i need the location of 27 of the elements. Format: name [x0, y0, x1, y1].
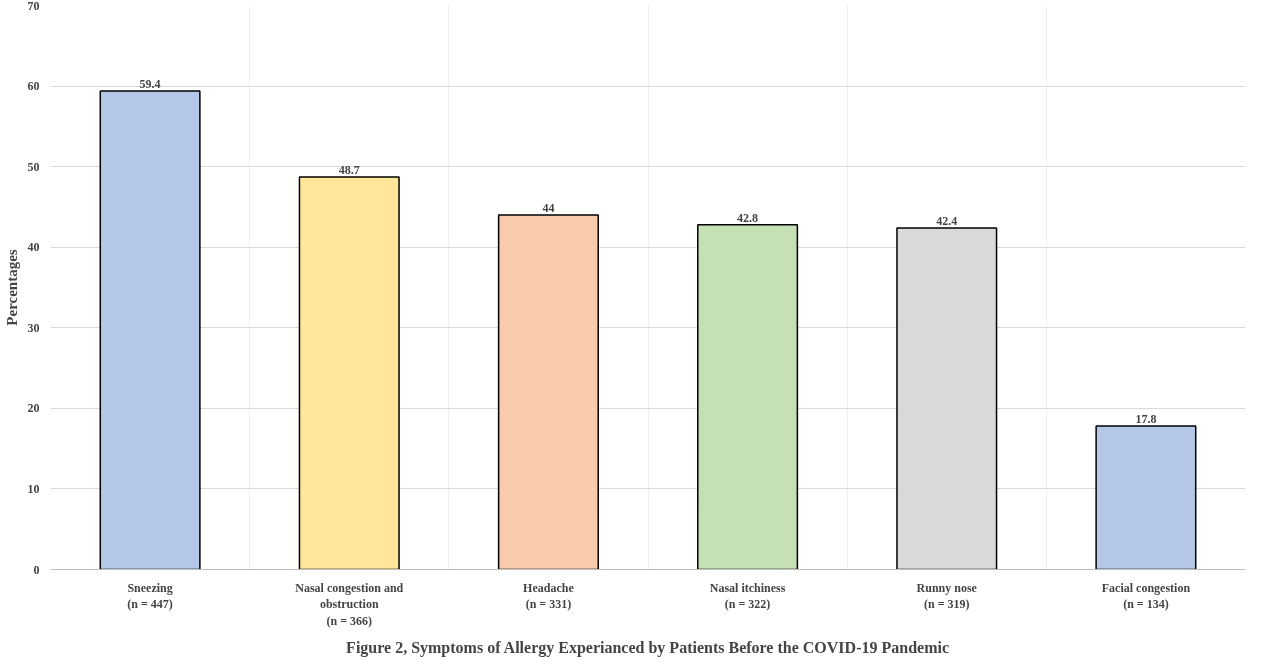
data-label: 59.4	[139, 76, 161, 91]
data-label: 42.8	[737, 210, 759, 225]
bar	[1095, 425, 1197, 570]
bar	[99, 90, 201, 570]
y-tick-label: 40	[27, 240, 40, 255]
text: Figure 2, Symptoms of Allergy Experianced by Patients Before the COVID-19 Pandemic	[346, 638, 950, 657]
y-tick-label: 60	[27, 79, 40, 94]
x-tick-label: Nasal congestion and obstruction (n = 366)	[295, 580, 404, 629]
y-tick-label: 10	[27, 481, 40, 496]
data-label: 17.8	[1135, 412, 1157, 427]
bar	[298, 176, 400, 570]
data-label: 44	[542, 200, 555, 215]
x-tick-label: Sneezing (n = 447)	[127, 580, 173, 612]
data-label: 48.7	[338, 163, 360, 178]
bar	[497, 214, 599, 570]
bar	[697, 223, 799, 570]
x-tick-label: Facial congestion (n = 134)	[1101, 580, 1191, 612]
y-tick-label: 0	[33, 562, 40, 577]
data-label: 42.4	[936, 213, 958, 228]
y-axis-title: Percentages	[3, 249, 20, 326]
x-tick-label: Nasal itchiness (n = 322)	[709, 580, 786, 612]
y-tick-label: 20	[27, 401, 40, 416]
y-tick-label: 30	[27, 320, 40, 335]
x-tick-label: Runny nose (n = 319)	[916, 580, 978, 612]
y-tick-label: 70	[27, 0, 40, 13]
y-tick-label: 50	[27, 159, 40, 174]
x-tick-label: Headache (n = 331)	[523, 580, 575, 612]
